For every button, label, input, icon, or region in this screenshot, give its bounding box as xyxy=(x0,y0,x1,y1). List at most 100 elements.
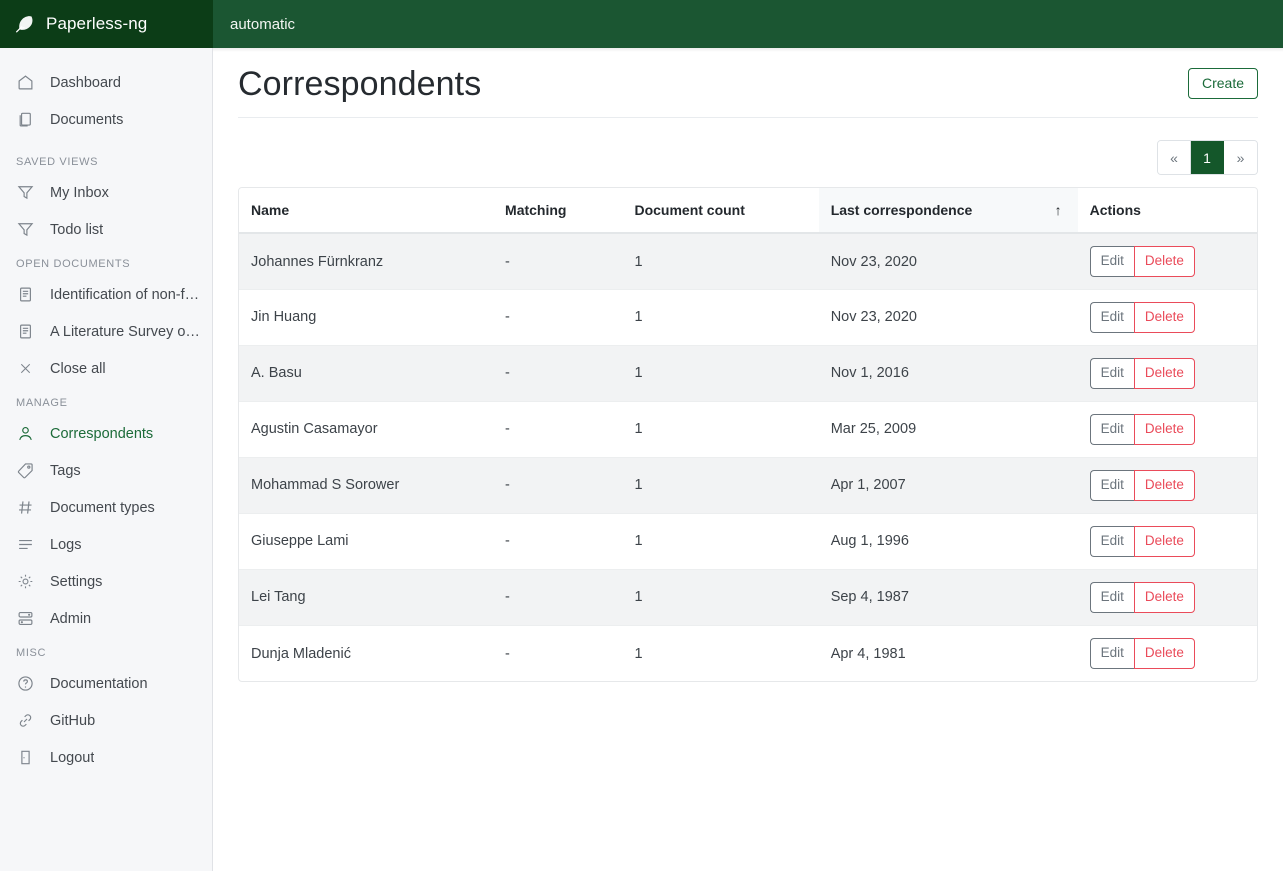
table-row: A. Basu -1 Nov 1, 2016 Edit Delete xyxy=(239,345,1257,402)
page-title: Correspondents xyxy=(238,65,482,103)
cell-name: Agustin Casamayor xyxy=(239,401,494,458)
cell-matching: - xyxy=(493,513,623,570)
column-header-document-count[interactable]: Document count xyxy=(622,188,819,235)
sidebar-section-label: MISC xyxy=(16,647,47,659)
delete-button[interactable]: Delete xyxy=(1133,358,1195,389)
create-button[interactable]: Create xyxy=(1187,67,1258,100)
cell-actions: Edit Delete xyxy=(1077,289,1257,346)
brand-title: Paperless-ng xyxy=(46,14,148,33)
edit-button[interactable]: Edit xyxy=(1089,414,1134,445)
documents-icon xyxy=(16,111,34,129)
sidebar-item-document-types[interactable]: Document types xyxy=(0,489,212,526)
edit-button[interactable]: Edit xyxy=(1089,246,1134,277)
sidebar-item-label: GitHub xyxy=(50,712,96,729)
row-action-button-group: Edit Delete xyxy=(1089,638,1195,669)
delete-button[interactable]: Delete xyxy=(1133,246,1195,277)
edit-button[interactable]: Edit xyxy=(1089,358,1134,389)
cell-matching: - xyxy=(493,345,623,402)
hash-icon xyxy=(16,499,34,517)
cell-matching: - xyxy=(493,233,623,290)
pagination-page-button[interactable]: 1 xyxy=(1191,141,1224,175)
edit-button[interactable]: Edit xyxy=(1089,638,1134,669)
row-action-button-group: Edit Delete xyxy=(1089,526,1195,557)
sidebar-item-tags[interactable]: Tags xyxy=(0,452,212,489)
pagination-row: «1» xyxy=(238,118,1258,187)
sidebar-item-documents[interactable]: Documents xyxy=(0,101,212,138)
edit-button[interactable]: Edit xyxy=(1089,470,1134,501)
home-icon xyxy=(16,74,34,92)
sidebar-item-logs[interactable]: Logs xyxy=(0,526,212,563)
cell-document-count: 1 xyxy=(622,345,819,402)
cell-actions: Edit Delete xyxy=(1077,457,1257,514)
delete-button[interactable]: Delete xyxy=(1133,582,1195,613)
sidebar-item-label: Close all xyxy=(50,360,106,377)
admin-panel-icon xyxy=(16,610,34,628)
sidebar-item-my-inbox[interactable]: My Inbox xyxy=(0,174,212,211)
correspondents-table: Name Matching Document count Last corres… xyxy=(239,188,1257,681)
person-icon xyxy=(16,425,34,443)
sidebar-item-settings[interactable]: Settings xyxy=(0,563,212,600)
pagination-next-button[interactable]: » xyxy=(1224,141,1257,175)
sidebar-item-documentation[interactable]: Documentation xyxy=(0,665,212,702)
sidebar-item-close-all[interactable]: Close all xyxy=(0,350,212,387)
top-bar-label: automatic xyxy=(230,15,296,33)
edit-button[interactable]: Edit xyxy=(1089,582,1134,613)
sidebar-item-correspondents[interactable]: Correspondents xyxy=(0,415,212,452)
column-header-last-correspondence-label: Last correspondence xyxy=(830,202,973,219)
sidebar-item-dashboard[interactable]: Dashboard xyxy=(0,64,212,101)
cell-name: Giuseppe Lami xyxy=(239,513,494,570)
sidebar-item-admin[interactable]: Admin xyxy=(0,600,212,637)
column-header-last-correspondence[interactable]: Last correspondence ↑ xyxy=(818,188,1078,235)
pagination-prev-button[interactable]: « xyxy=(1158,141,1191,175)
delete-button[interactable]: Delete xyxy=(1133,302,1195,333)
sidebar-item-github[interactable]: GitHub xyxy=(0,702,212,739)
delete-button[interactable]: Delete xyxy=(1133,526,1195,557)
sidebar-item-label: Correspondents xyxy=(50,425,154,442)
cell-name: Lei Tang xyxy=(239,569,494,626)
delete-button[interactable]: Delete xyxy=(1133,638,1195,669)
cell-actions: Edit Delete xyxy=(1077,401,1257,458)
edit-button[interactable]: Edit xyxy=(1089,302,1134,333)
cell-actions: Edit Delete xyxy=(1077,569,1257,626)
row-action-button-group: Edit Delete xyxy=(1089,470,1195,501)
sidebar-item-identification-of-non-fu[interactable]: Identification of non-fu... xyxy=(0,276,212,313)
column-header-actions: Actions xyxy=(1077,188,1257,235)
sidebar-item-label: Identification of non-fu... xyxy=(50,286,200,303)
sidebar-item-logout[interactable]: Logout xyxy=(0,739,212,776)
column-header-matching[interactable]: Matching xyxy=(493,188,623,235)
delete-button[interactable]: Delete xyxy=(1133,470,1195,501)
sidebar: Dashboard Documents SAVED VIEWS My Inbox Tod… xyxy=(0,48,213,871)
cell-last-correspondence: Mar 25, 2009 xyxy=(818,401,1078,458)
sidebar-item-label: Documents xyxy=(50,111,124,128)
table-row: Agustin Casamayor -1 Mar 25, 2009 Edit Delet… xyxy=(239,401,1257,458)
sidebar-item-label: A Literature Survey on ... xyxy=(50,323,200,340)
cell-actions: Edit Delete xyxy=(1078,625,1257,681)
sidebar-item-label: Settings xyxy=(50,573,103,590)
row-action-button-group: Edit Delete xyxy=(1089,246,1195,277)
cell-actions: Edit Delete xyxy=(1077,345,1257,402)
cell-last-correspondence: Aug 1, 1996 xyxy=(818,513,1078,570)
row-action-button-group: Edit Delete xyxy=(1089,358,1195,389)
sidebar-item-todo-list[interactable]: Todo list xyxy=(0,211,212,248)
tag-icon xyxy=(16,462,34,480)
cell-document-count: 1 xyxy=(622,233,819,290)
cell-last-correspondence: Nov 1, 2016 xyxy=(818,345,1078,402)
row-action-button-group: Edit Delete xyxy=(1089,414,1195,445)
column-header-name[interactable]: Name xyxy=(239,188,494,235)
sidebar-section-label: MANAGE xyxy=(16,397,68,409)
sidebar-item-label: Dashboard xyxy=(50,74,121,91)
cell-last-correspondence: Nov 23, 2020 xyxy=(818,233,1078,290)
cell-last-correspondence: Sep 4, 1987 xyxy=(818,569,1078,626)
sidebar-item-label: Admin xyxy=(50,610,92,627)
sidebar-section-label: SAVED VIEWS xyxy=(16,156,99,168)
file-text-icon xyxy=(16,323,34,341)
pagination: «1» xyxy=(1157,140,1258,176)
sidebar-spacer xyxy=(0,138,212,146)
cell-name: A. Basu xyxy=(239,345,494,402)
cell-document-count: 1 xyxy=(634,645,643,662)
sidebar-item-label: Document types xyxy=(50,499,155,516)
edit-button[interactable]: Edit xyxy=(1089,526,1134,557)
delete-button[interactable]: Delete xyxy=(1133,414,1195,445)
sidebar-item-a-literature-survey-on[interactable]: A Literature Survey on ... xyxy=(0,313,212,350)
